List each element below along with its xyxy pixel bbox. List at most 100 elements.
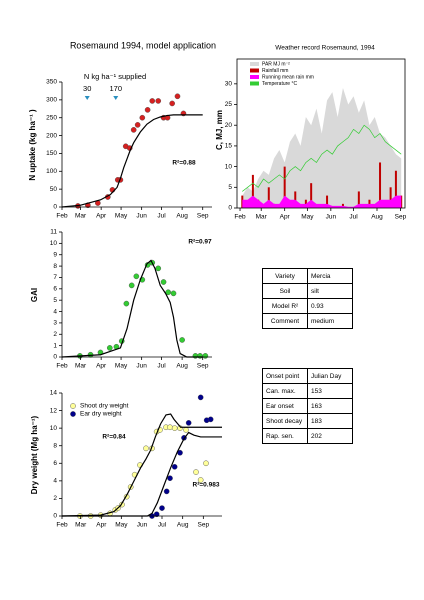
x-tick-label: Sep	[395, 214, 407, 221]
table-row: Model R² 0.93	[262, 298, 353, 314]
x-tick-label: Aug	[177, 522, 189, 529]
chart-title: Rosemaund 1994, model application	[70, 40, 216, 50]
y-tick-label: 25	[225, 101, 233, 108]
data-point	[155, 265, 162, 272]
model-line	[61, 259, 203, 358]
chart-title: Weather record Rosemaund, 1994	[275, 45, 375, 52]
r-squared: R²=0.84	[102, 434, 126, 441]
data-point	[171, 425, 178, 431]
data-point	[167, 475, 173, 482]
data-point	[169, 100, 175, 107]
y-tick-label: 15	[225, 143, 233, 150]
x-tick-label: Jun	[137, 522, 148, 529]
supply-amount: 170	[110, 84, 123, 93]
x-tick-label: May	[301, 214, 314, 221]
data-point	[106, 345, 113, 351]
data-point	[171, 463, 178, 470]
table-row: Rap. sen. 202	[262, 428, 353, 444]
x-tick-label: Aug	[176, 213, 188, 220]
r-squared: R²=0.97	[188, 239, 212, 246]
plot	[241, 87, 403, 208]
x-tick-label: Mar	[75, 363, 87, 370]
table-cell: Julian Day	[307, 368, 353, 384]
legend-marker	[70, 403, 76, 409]
legend-label: Temperature °C	[262, 81, 297, 87]
legend-swatch	[250, 62, 259, 66]
data-point	[179, 337, 185, 343]
table-row: Comment medium	[262, 313, 353, 329]
data-point	[203, 460, 209, 467]
table-cell: Comment	[262, 313, 308, 329]
x-tick-label: Feb	[56, 363, 68, 370]
y-tick-label: 10	[50, 240, 58, 247]
legend-swatch	[250, 68, 259, 73]
table-cell: silt	[307, 283, 353, 299]
x-tick-label: Jul	[349, 214, 358, 221]
supply-amount: 30	[83, 84, 91, 93]
data-point	[183, 427, 189, 433]
x-tick-label: Sep	[198, 522, 210, 529]
table-cell: Shoot decay	[262, 413, 308, 429]
table-cell: 0.93	[307, 298, 353, 314]
y-tick-label: 30	[225, 81, 233, 88]
y-tick-label: 9	[53, 251, 57, 258]
rain-bar	[379, 162, 382, 208]
data-point	[159, 505, 165, 511]
rain-bar	[251, 174, 254, 208]
y-tick-label: 200	[46, 132, 57, 139]
y-tick-label: 10	[50, 425, 58, 432]
data-point	[149, 98, 156, 104]
x-tick-label: Jul	[158, 522, 167, 529]
x-tick-label: Sep	[197, 213, 209, 220]
table-cell: Rap. sen.	[262, 428, 308, 444]
supply-marker	[113, 96, 119, 100]
data-point	[165, 289, 171, 296]
y-tick-label: 10	[225, 163, 233, 170]
x-tick-label: Apr	[280, 214, 291, 221]
x-tick-label: Feb	[234, 214, 246, 221]
y-tick-label: 350	[46, 79, 57, 86]
y-tick-label: 150	[46, 150, 57, 157]
y-tick-label: 4	[53, 478, 57, 485]
rain-bar	[326, 195, 329, 208]
legend-swatch	[250, 75, 259, 79]
legend-label: Shoot dry weight	[80, 403, 129, 410]
table-cell: Soil	[262, 283, 308, 299]
plot-frame	[236, 58, 406, 209]
y-tick-label: 5	[228, 184, 232, 191]
data-point	[192, 353, 199, 359]
x-tick-label: Aug	[176, 363, 188, 370]
rain-bar	[310, 183, 313, 208]
table-row: Can. max. 153	[262, 383, 353, 399]
table-row: Shoot decay 183	[262, 413, 353, 429]
y-tick-label: 2	[53, 331, 57, 338]
y-tick-label: 250	[46, 114, 57, 121]
table-cell: Variety	[262, 268, 308, 284]
data-point	[139, 114, 146, 121]
plot	[61, 93, 203, 209]
table-cell: Ear onset	[262, 398, 308, 414]
y-tick-label: 6	[53, 286, 57, 293]
x-tick-label: Sep	[197, 363, 209, 370]
table-row: Ear onset 163	[262, 398, 353, 414]
x-tick-label: May	[115, 213, 128, 220]
data-point	[163, 488, 170, 495]
supply-label: N kg ha⁻¹ supplied	[84, 72, 146, 81]
table-cell: Onset point	[262, 368, 308, 384]
table-cell: Model R²	[262, 298, 308, 314]
table-row: Onset point Julian Day	[262, 368, 353, 384]
data-point	[155, 98, 162, 104]
x-tick-label: Jul	[157, 363, 166, 370]
table-row: Soil silt	[262, 283, 353, 299]
x-tick-label: Mar	[75, 522, 87, 529]
data-point	[174, 93, 181, 100]
y-tick-label: 4	[53, 308, 57, 315]
y-tick-label: 2	[53, 495, 57, 502]
data-point	[143, 445, 149, 452]
parameter-table: Variety Mercia Soil silt Model R² 0.93 Comment…	[262, 268, 353, 329]
y-tick-label: 20	[225, 122, 233, 129]
legend-label: PAR MJ m⁻²	[262, 61, 290, 67]
x-tick-label: Jul	[157, 213, 166, 220]
